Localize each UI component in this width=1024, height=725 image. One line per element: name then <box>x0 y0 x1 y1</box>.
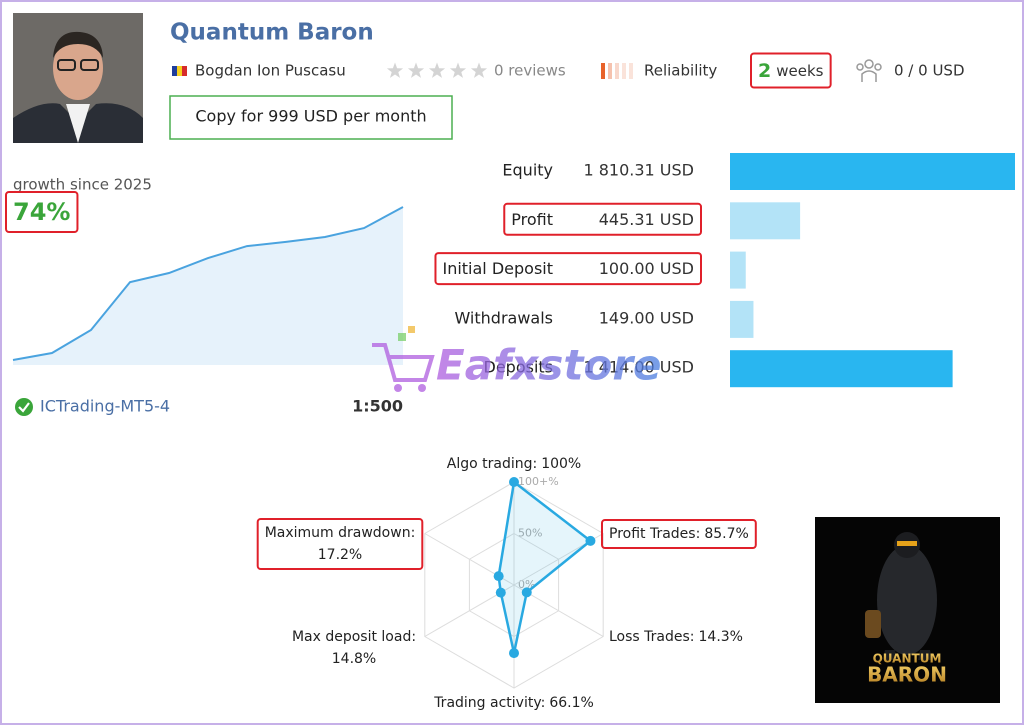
subscribers: 0 / 0 USD <box>894 62 965 80</box>
amount-label: Withdrawals <box>454 308 553 327</box>
star <box>428 62 446 78</box>
radar-axis-value: 66.1% <box>549 695 593 711</box>
amount-value: 100.00 USD <box>599 259 694 278</box>
duration: 2 weeks <box>758 60 824 82</box>
star <box>470 62 488 78</box>
copy-button[interactable] <box>169 95 453 140</box>
star <box>407 62 425 78</box>
radar-label: Trading activity: 66.1% <box>433 695 594 711</box>
star <box>449 62 467 78</box>
growth-value: 74% <box>13 198 70 226</box>
reliability: Reliability <box>644 62 717 80</box>
amount-label: Deposits <box>484 358 554 377</box>
radar-tick-label: 50% <box>518 527 542 540</box>
radar-label: Algo trading: 100% <box>447 456 581 472</box>
amount-value: 445.31 USD <box>599 210 694 229</box>
amount-bar <box>730 153 1015 190</box>
signal-title: Quantum Baron <box>170 20 374 46</box>
growth-chart <box>12 206 404 365</box>
reviews[interactable]: 0 reviews <box>494 62 566 80</box>
radar-tick-label: 100+% <box>518 475 559 488</box>
reliability-icon <box>601 63 633 79</box>
leverage: 1:500 <box>352 397 403 416</box>
radar-label: Profit Trades: 85.7% <box>609 526 749 542</box>
radar-point <box>585 535 596 546</box>
subscribers-icon <box>856 59 882 82</box>
radar-axis-value: 14.8% <box>332 651 376 667</box>
author[interactable]: Bogdan Ion Puscasu <box>195 62 346 80</box>
radar-axis-name: Loss Trades: <box>609 629 695 645</box>
radar-chart: 0%50%100+%Algo trading: 100%Profit Trades… <box>265 456 749 711</box>
amount-value: 1 414.00 USD <box>583 358 694 377</box>
promo-line2: BARON <box>867 663 947 687</box>
radar-point <box>495 587 506 598</box>
avatar <box>13 13 143 143</box>
amounts: Equity 1 810.31 USD Profit 445.31 USD Initia… <box>442 153 1015 388</box>
growth-label: growth since 2025 <box>13 176 152 194</box>
radar-axis-name: Maximum drawdown: <box>265 525 416 541</box>
highlight-box <box>503 202 702 236</box>
watermark-text: Eafxstore <box>436 341 662 390</box>
verified-icon <box>15 398 33 416</box>
copy-button-label[interactable]: Copy for 999 USD per month <box>195 107 426 126</box>
radar-axis-value: 100% <box>541 456 581 472</box>
star <box>386 62 404 78</box>
duration-number: 2 <box>758 60 771 82</box>
radar-axis-value: 17.2% <box>318 547 362 563</box>
flag <box>172 66 187 76</box>
watermark: Eafxstore <box>372 326 662 392</box>
amount-bar <box>730 350 953 388</box>
highlight-box <box>601 519 757 549</box>
radar-axis-name: Algo trading: <box>447 456 537 472</box>
promo-image: QUANTUM BARON <box>815 517 1000 703</box>
rating-stars <box>386 62 488 78</box>
promo-line1: QUANTUM <box>873 652 942 666</box>
duration-unit: weeks <box>776 62 823 80</box>
amount-bar <box>730 202 801 240</box>
amount-label: Initial Deposit <box>442 259 553 278</box>
amount-bar <box>730 300 754 338</box>
radar-point <box>509 648 519 659</box>
broker[interactable]: ICTrading-MT5-4 <box>40 397 170 416</box>
growth-line <box>12 206 404 361</box>
radar-axis-name: Profit Trades: <box>609 526 700 542</box>
radar-axis-value: 85.7% <box>704 526 748 542</box>
highlight-box <box>434 252 702 286</box>
highlight-box <box>5 191 79 233</box>
amount-label: Equity <box>502 161 553 180</box>
radar-axis-value: 14.3% <box>699 629 743 645</box>
amount-label: Profit <box>511 210 553 229</box>
amount-value: 149.00 USD <box>599 308 694 327</box>
radar-axis-name: Trading activity: <box>433 695 545 711</box>
radar-axis-name: Max deposit load: <box>292 629 416 645</box>
radar-label: Loss Trades: 14.3% <box>609 629 743 645</box>
amount-bar <box>730 251 746 289</box>
highlight-box <box>256 518 424 570</box>
radar-point <box>509 477 519 487</box>
growth-area <box>13 207 403 365</box>
radar-point <box>493 571 504 582</box>
amount-value: 1 810.31 USD <box>583 161 694 180</box>
radar-point <box>521 587 532 598</box>
highlight-box <box>750 52 832 89</box>
